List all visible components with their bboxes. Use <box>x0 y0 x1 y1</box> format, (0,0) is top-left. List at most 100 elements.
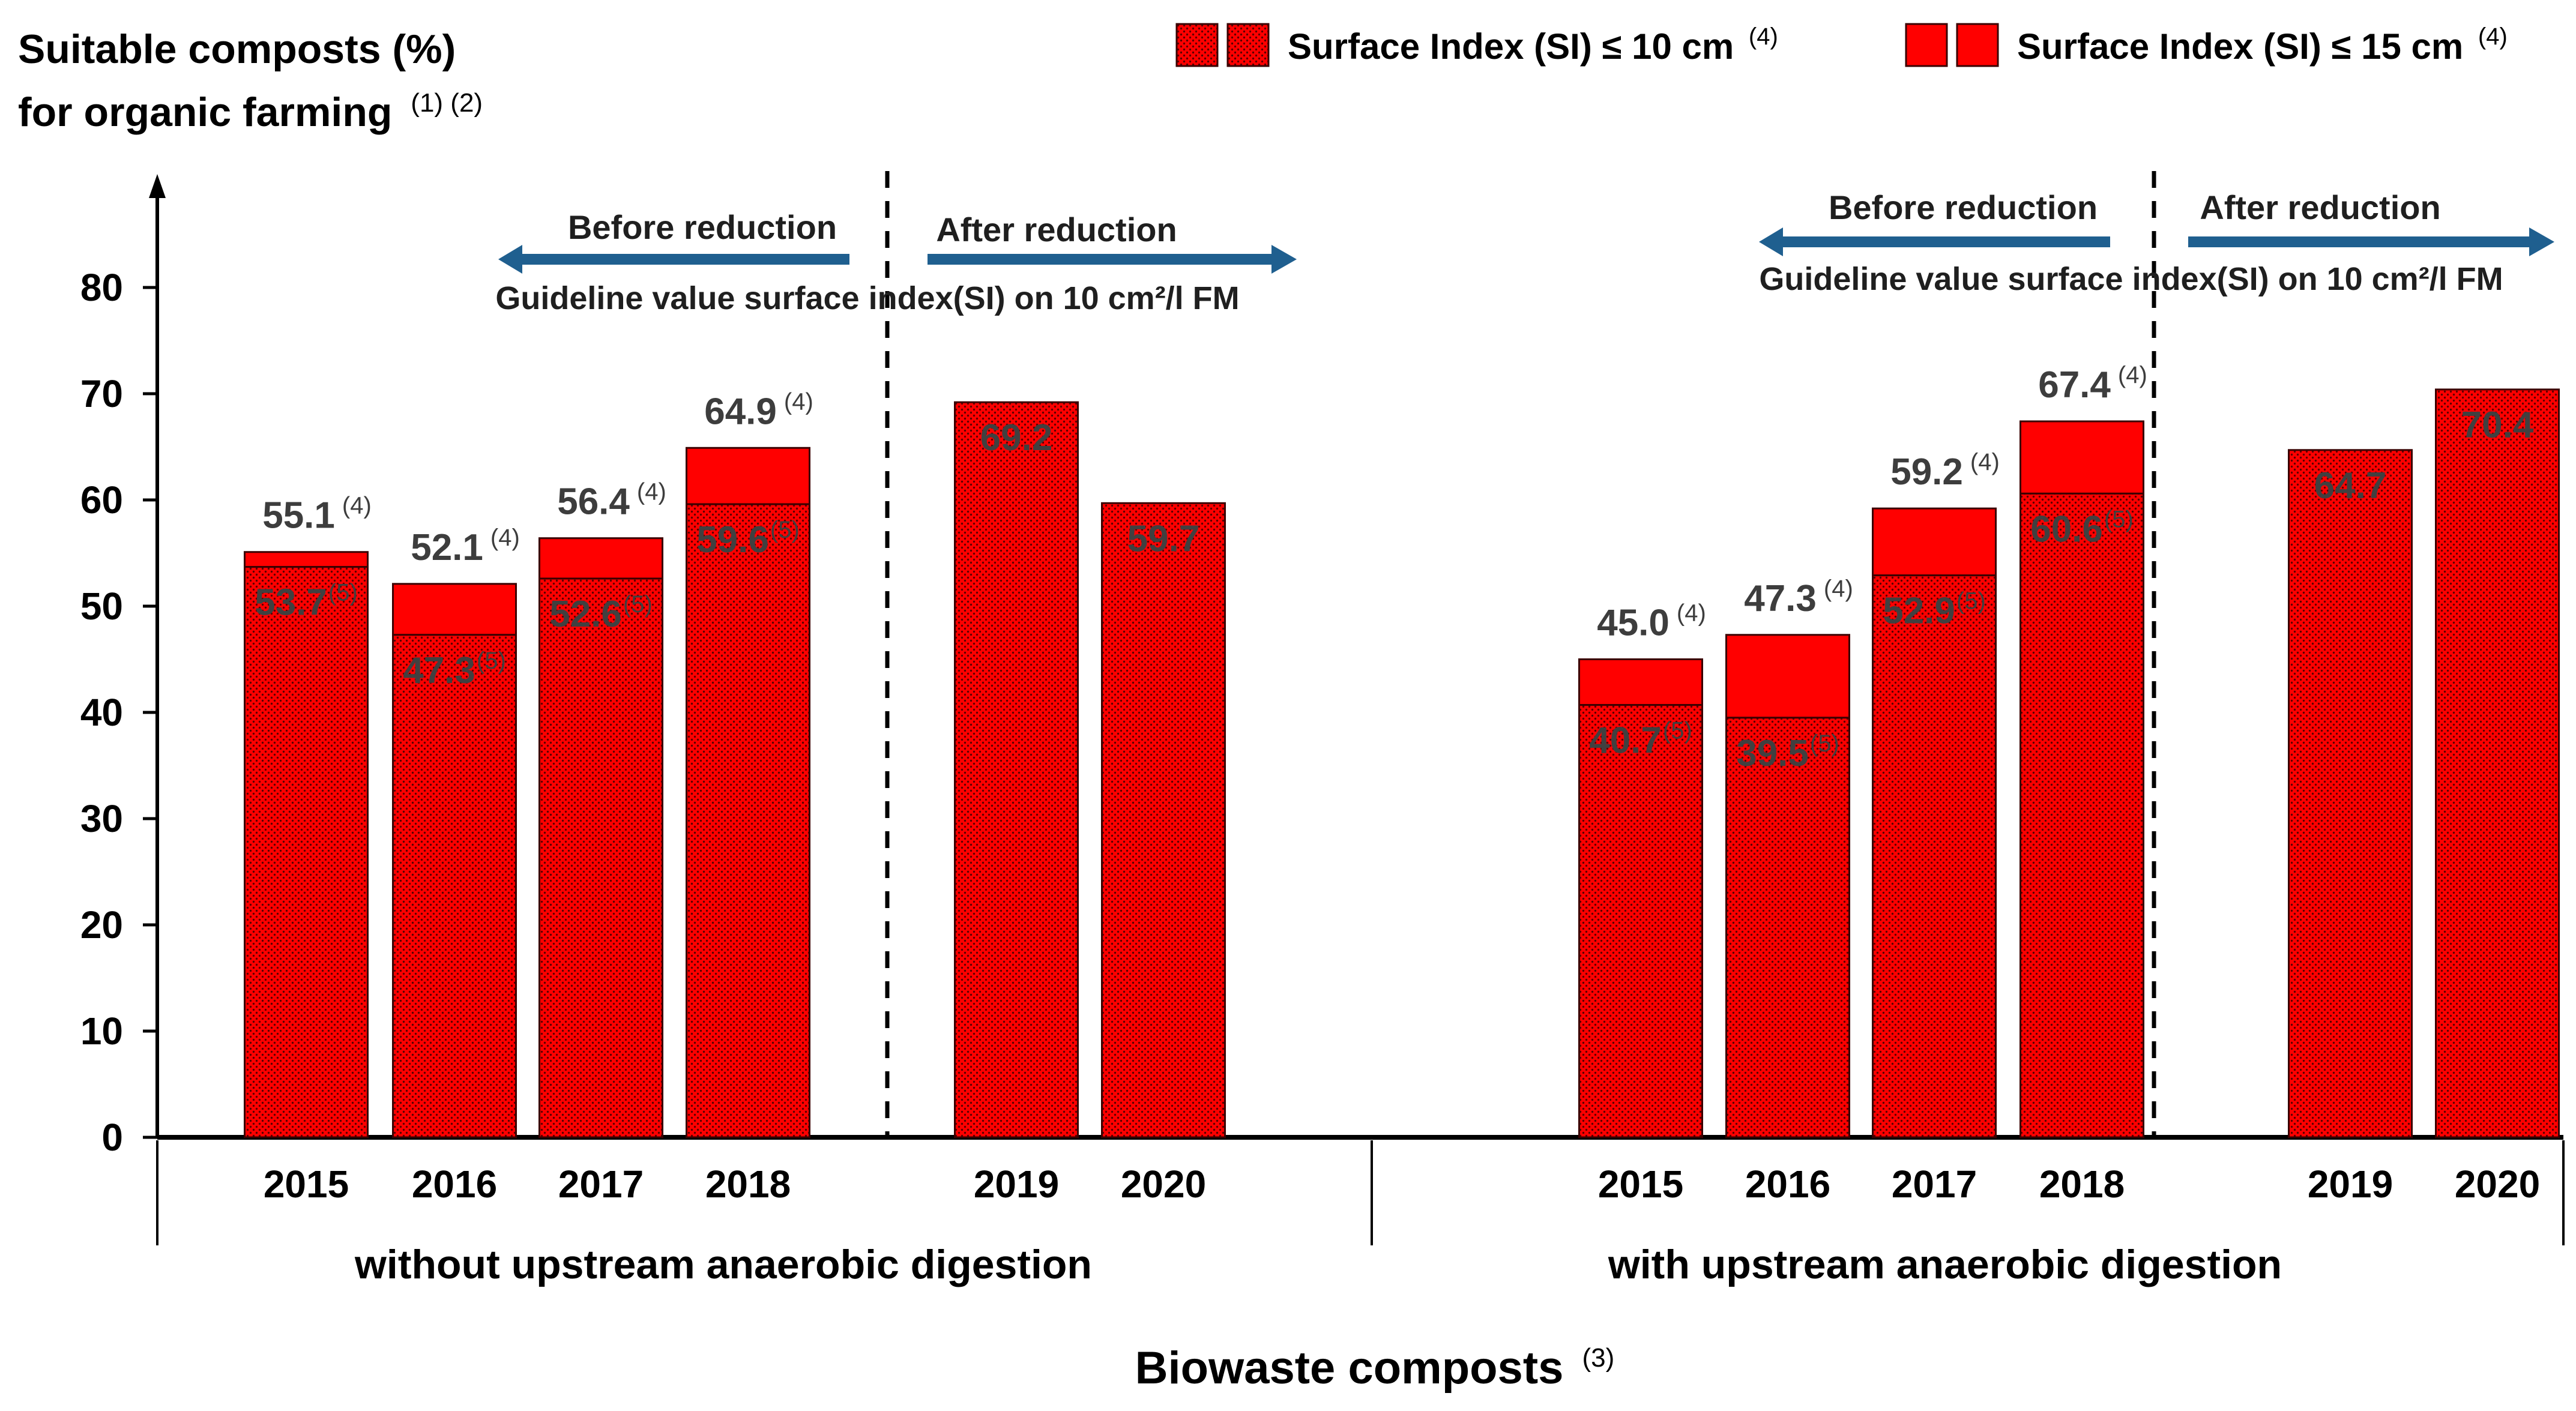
bar-si15-label: 64.9 (4) <box>704 388 813 432</box>
y-axis-title-line2: for organic farming (1) (2) <box>18 88 483 135</box>
bar-si10-value: 59.6 <box>696 519 769 561</box>
bar-si10-value: 39.5 <box>1736 733 1809 774</box>
bar-si10-label: 53.7(5) <box>255 580 358 624</box>
bar-si15-sup: (4) <box>637 479 666 505</box>
bar-si10-sup: (5) <box>1956 588 1986 615</box>
bar-group: 52.6(5) 56.4 (4) 2017 <box>538 479 666 1206</box>
bar-group: 53.7(5) 55.1 (4) 2015 <box>244 493 372 1206</box>
bar-si15-segment <box>1725 634 1850 719</box>
bar-si15-label: 47.3 (4) <box>1744 576 1853 619</box>
bar-si15-segment <box>686 447 810 505</box>
bar-si10-segment <box>538 577 663 1139</box>
x-tick-label: 2016 <box>412 1163 497 1206</box>
bar-si15-label: 56.4 (4) <box>557 479 666 523</box>
y-tick-label: 0 <box>101 1116 123 1159</box>
bar-si10-sup: (5) <box>2104 506 2134 532</box>
bar-si15-value: 64.9 <box>704 391 777 432</box>
bar-si10-segment <box>1872 574 1997 1139</box>
bar-si15-value: 45.0 <box>1597 603 1670 644</box>
bar-si10-value: 52.6 <box>549 594 622 635</box>
x-tick-label: 2017 <box>1892 1163 1977 1206</box>
bar-si15-segment <box>392 583 517 636</box>
bar-si10-label: 39.5(5) <box>1736 730 1839 774</box>
group2-before-arrowhead <box>1759 227 1783 256</box>
bar-si15-segment <box>244 551 369 568</box>
bar-si10-sup: (5) <box>477 648 506 674</box>
bar-si10-value: 69.2 <box>980 417 1053 459</box>
bar-group: 70.4 2020 <box>2435 388 2560 1206</box>
legend-swatch-si10-a <box>1175 23 1219 67</box>
bar-si10-sup: (5) <box>328 580 358 606</box>
bar-si15-label: 59.2 (4) <box>1890 449 2000 493</box>
x-tick-label: 2018 <box>705 1163 791 1206</box>
bar-si10-segment <box>244 566 369 1139</box>
legend-swatch-si15-a <box>1905 23 1948 67</box>
bar-si10-label: 52.6(5) <box>549 591 653 635</box>
bar-si10-label: 47.3(5) <box>403 648 506 691</box>
bar-si15-sup: (4) <box>342 493 372 519</box>
bar-group: 52.9(5) 59.2 (4) 2017 <box>1872 449 2000 1206</box>
bar-si15-sup: (4) <box>2118 362 2147 388</box>
y-tick-label: 50 <box>80 585 123 628</box>
group1-after-arrowhead <box>1271 245 1297 274</box>
bar-si10-label: 60.6(5) <box>2030 506 2134 550</box>
y-tick-label: 70 <box>80 372 123 415</box>
bar-group: 39.5(5) 47.3 (4) 2016 <box>1725 576 1853 1206</box>
bar-si10-segment <box>1101 502 1226 1139</box>
x-axis-title: Biowaste composts (3) <box>1135 1343 1615 1394</box>
bar-group: 60.6(5) 67.4 (4) 2018 <box>2019 362 2147 1206</box>
y-tick-label: 20 <box>80 903 123 946</box>
bar-si10-label: 70.4 <box>2461 405 2534 446</box>
x-tick-label: 2017 <box>558 1163 644 1206</box>
bar-si15-sup: (4) <box>1824 576 1853 602</box>
group1-after-label: After reduction <box>936 211 1177 248</box>
bar-si15-label: 55.1 (4) <box>262 493 372 537</box>
legend-label-si10: Surface Index (SI) ≤ 10 cm (4) <box>1288 23 1778 67</box>
x-tick-label: 2015 <box>264 1163 349 1206</box>
bar-si15-value: 59.2 <box>1890 451 1963 493</box>
x-tick-label: 2018 <box>2039 1163 2125 1206</box>
bar-group: 47.3(5) 52.1 (4) 2016 <box>392 525 520 1206</box>
bar-si10-segment <box>2019 492 2144 1139</box>
bar-si15-sup: (4) <box>490 525 520 551</box>
bar-si15-segment <box>1578 658 1703 706</box>
bar-si10-segment <box>2288 449 2413 1139</box>
bar-si10-label: 69.2 <box>980 417 1053 459</box>
x-tick-label: 2016 <box>1745 1163 1830 1206</box>
legend-label-si10-sup: (4) <box>1749 23 1778 50</box>
bar-si10-sup: (5) <box>1810 730 1839 757</box>
bar-si15-segment <box>1872 507 1997 577</box>
x-tick-label: 2020 <box>1121 1163 1206 1206</box>
bar-si15-value: 52.1 <box>411 527 483 568</box>
bar-si10-segment <box>1725 717 1850 1139</box>
x-tick-label: 2019 <box>974 1163 1059 1206</box>
group2-after-arrowhead <box>2529 227 2554 256</box>
y-tick-label: 10 <box>80 1009 123 1053</box>
bar-group: 59.7 2020 <box>1101 502 1226 1206</box>
bar-si10-value: 47.3 <box>403 650 475 691</box>
group2-label: with upstream anaerobic digestion <box>1608 1242 2282 1287</box>
legend-label-si15: Surface Index (SI) ≤ 15 cm (4) <box>2017 23 2508 67</box>
bar-si10-label: 59.7 <box>1127 518 1200 559</box>
bar-si15-value: 47.3 <box>1744 578 1817 619</box>
x-tick-label: 2015 <box>1598 1163 1683 1206</box>
y-axis-title-line2-text: for organic farming <box>18 89 392 135</box>
bar-si15-label: 52.1 (4) <box>411 525 520 568</box>
bar-group: 59.6(5) 64.9 (4) 2018 <box>686 388 813 1206</box>
bar-si15-sup: (4) <box>1970 449 2000 475</box>
bar-si10-segment <box>1578 704 1703 1139</box>
bar-si10-sup: (5) <box>1663 718 1692 744</box>
x-tick-label: 2020 <box>2455 1163 2540 1206</box>
bar-si15-label: 67.4 (4) <box>2038 362 2147 406</box>
bar-si10-value: 70.4 <box>2461 405 2534 446</box>
y-tick-label: 30 <box>80 797 123 840</box>
bar-si10-value: 52.9 <box>1883 591 1955 632</box>
bar-si10-sup: (5) <box>770 517 800 543</box>
group2-guideline: Guideline value surface index(SI) on 10 … <box>1759 261 2503 297</box>
legend-label-si10-text: Surface Index (SI) ≤ 10 cm <box>1288 26 1734 67</box>
x-axis-title-text: Biowaste composts <box>1135 1343 1564 1394</box>
legend-swatch-si10-b <box>1226 23 1270 67</box>
bar-si15-value: 56.4 <box>557 481 630 523</box>
